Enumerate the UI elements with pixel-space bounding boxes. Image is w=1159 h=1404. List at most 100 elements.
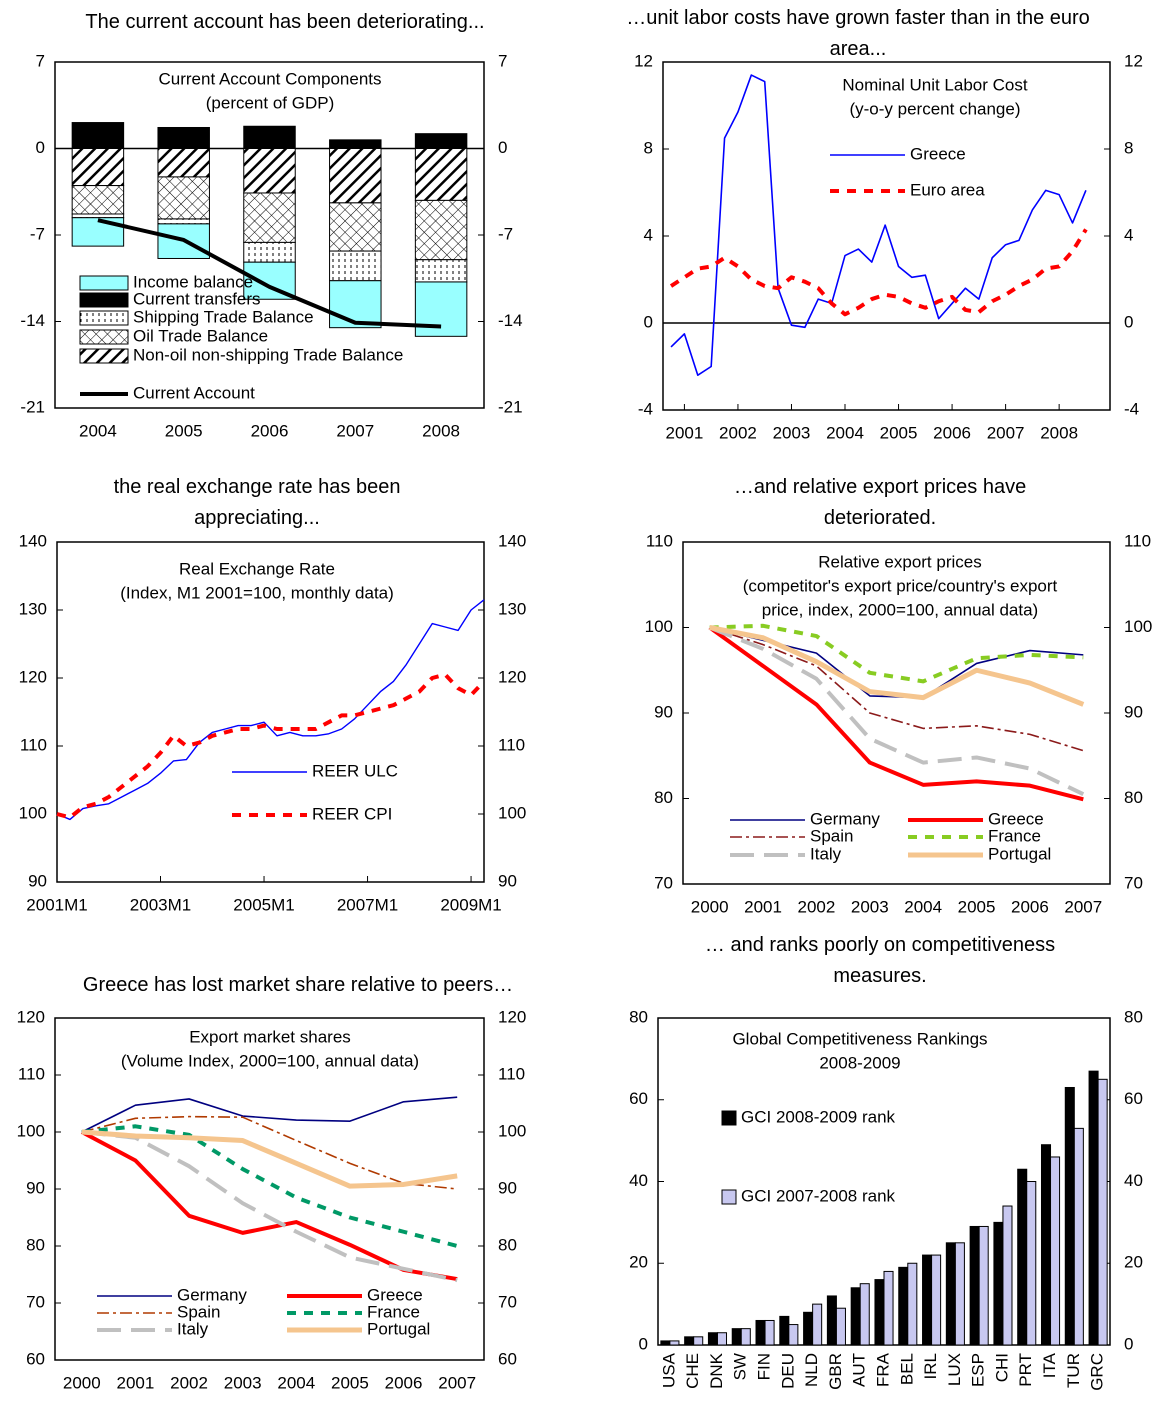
- y2-tick-label: 40: [1124, 1171, 1143, 1190]
- bar-segment: [414, 259, 468, 283]
- x-tick-label: BEL: [897, 1353, 916, 1385]
- y-tick-label: 110: [20, 735, 47, 754]
- chart-heading: … and ranks poorly on competitiveness me…: [704, 934, 1056, 987]
- legend-label: Non-oil non-shipping Trade Balance: [133, 345, 403, 364]
- bar-segment: [329, 202, 382, 252]
- x-tick-label: DEU: [778, 1353, 797, 1389]
- chart-heading: The current account has been deteriorati…: [85, 11, 485, 33]
- y-tick-label: 140: [19, 531, 47, 550]
- plot-frame: [56, 541, 485, 883]
- y-tick-label: 0: [644, 312, 653, 331]
- x-tick-label: 2002: [719, 423, 757, 442]
- y2-tick-label: 90: [1124, 702, 1143, 721]
- bar: [731, 1328, 742, 1346]
- bar-segment: [414, 199, 468, 261]
- y2-tick-label: -4: [1124, 399, 1139, 418]
- x-tick-label: 2002: [798, 897, 836, 916]
- series-line: [56, 672, 486, 820]
- y2-tick-label: 100: [498, 1121, 526, 1140]
- legend-label: Greece: [910, 144, 966, 163]
- x-tick-label: 2004: [79, 421, 117, 440]
- legend-label: REER ULC: [312, 761, 398, 780]
- x-tick-label: LUX: [945, 1353, 964, 1386]
- x-tick-label: TUR: [1064, 1353, 1083, 1388]
- bar: [1040, 1144, 1052, 1346]
- legend-swatch: [721, 1189, 737, 1205]
- legend-label: Oil Trade Balance: [133, 326, 268, 345]
- x-tick-label: 2005M1: [233, 895, 294, 914]
- bar-segment: [243, 148, 296, 194]
- y2-tick-label: 80: [1124, 788, 1143, 807]
- inner-title: (Index, M1 2001=100, monthly data): [120, 583, 394, 602]
- bar: [969, 1225, 980, 1346]
- series-line: [670, 74, 1087, 376]
- series-line: [708, 625, 1085, 797]
- bar-segment: [157, 148, 210, 178]
- y-tick-label: 80: [629, 1007, 648, 1026]
- y-tick-label: 100: [645, 617, 673, 636]
- x-tick-label: 2002: [170, 1373, 208, 1392]
- bar-segment: [329, 148, 382, 204]
- y2-tick-label: 110: [498, 1064, 525, 1083]
- bar-segment: [329, 139, 382, 150]
- x-tick-label: 2006: [933, 423, 971, 442]
- bar: [779, 1315, 790, 1346]
- series-line: [97, 218, 442, 329]
- legend-label: Spain: [177, 1302, 220, 1321]
- bar: [812, 1303, 823, 1346]
- bar: [826, 1295, 837, 1346]
- bar: [716, 1332, 728, 1346]
- y2-tick-label: -14: [498, 311, 523, 330]
- legend-label: Current transfers: [133, 289, 261, 308]
- chart-heading: Greece has lost market share relative to…: [82, 974, 514, 996]
- y2-tick-label: 0: [498, 138, 507, 157]
- x-tick-label: 2006: [251, 421, 289, 440]
- x-tick-label: 2003: [851, 897, 889, 916]
- y2-tick-label: 100: [1124, 617, 1152, 636]
- legend-label: Income balance: [133, 272, 253, 291]
- y2-tick-label: 70: [1124, 873, 1143, 892]
- y2-tick-label: 8: [1124, 138, 1133, 157]
- inner-title: Relative export prices: [818, 552, 981, 571]
- x-tick-label: NLD: [802, 1353, 821, 1387]
- y-tick-label: 80: [26, 1235, 45, 1254]
- x-tick-label: GRC: [1088, 1353, 1107, 1391]
- series-line: [709, 626, 1084, 752]
- y-tick-label: 7: [36, 51, 45, 70]
- x-tick-label: 2009M1: [440, 895, 501, 914]
- inner-title: Global Competitiveness Rankings: [732, 1029, 987, 1048]
- y-tick-label: 120: [19, 667, 47, 686]
- y-tick-label: 40: [629, 1171, 648, 1190]
- inner-title: 2008-2009: [819, 1053, 900, 1072]
- y2-tick-label: 7: [498, 51, 507, 70]
- series-line: [669, 228, 1088, 317]
- y2-tick-label: 110: [498, 735, 525, 754]
- y-tick-label: 20: [629, 1253, 648, 1272]
- y-tick-label: 80: [654, 788, 673, 807]
- chart-heading: …and relative export prices have deterio…: [733, 476, 1027, 529]
- bar: [835, 1307, 846, 1346]
- bar-segment: [243, 192, 296, 243]
- y-tick-label: 120: [17, 1007, 45, 1026]
- y-tick-label: 8: [644, 138, 653, 157]
- bar: [978, 1225, 989, 1346]
- legend-label: Portugal: [988, 844, 1051, 863]
- bar-segment: [157, 126, 210, 150]
- legend-swatch: [79, 310, 129, 326]
- x-tick-label: 2000: [63, 1373, 101, 1392]
- x-tick-label: 2005: [958, 897, 996, 916]
- y-tick-label: -21: [20, 397, 45, 416]
- bar: [755, 1319, 766, 1346]
- y2-tick-label: 20: [1124, 1253, 1143, 1272]
- bar: [1097, 1078, 1108, 1346]
- legend-swatch: [721, 1110, 737, 1126]
- bar: [707, 1332, 718, 1346]
- x-tick-label: CHE: [683, 1353, 702, 1389]
- y-tick-label: 110: [18, 1064, 45, 1083]
- bar: [660, 1340, 671, 1346]
- x-tick-label: 2004: [904, 897, 942, 916]
- bar: [1002, 1205, 1013, 1346]
- bar: [1026, 1181, 1037, 1346]
- x-tick-label: 2005: [165, 421, 203, 440]
- series-line: [708, 625, 1084, 802]
